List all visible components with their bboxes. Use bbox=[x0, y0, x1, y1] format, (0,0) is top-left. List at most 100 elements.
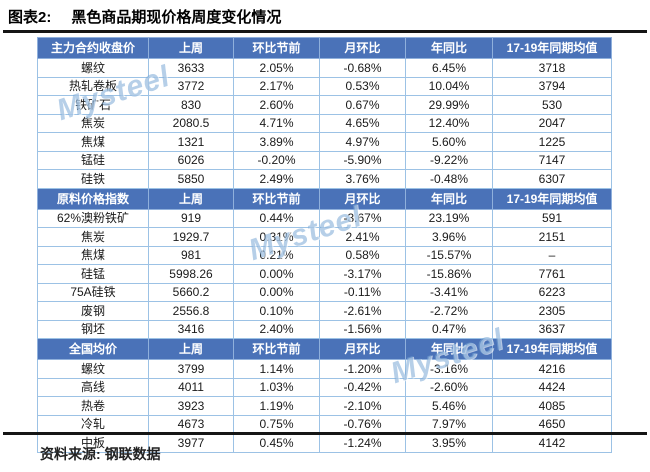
column-header-cell: 月环比 bbox=[319, 338, 406, 360]
row-label: 硅铁 bbox=[37, 169, 149, 189]
mom-cell: -0.68% bbox=[319, 58, 406, 78]
avg-cell: 4085 bbox=[492, 396, 612, 416]
table-row: 高线 4011 1.03% -0.42% -2.60% 4424 bbox=[37, 377, 612, 397]
yoy-cell: -9.22% bbox=[405, 150, 493, 170]
avg-cell: 6223 bbox=[492, 282, 612, 302]
column-header-cell: 上周 bbox=[148, 37, 234, 59]
mom-cell: -3.67% bbox=[319, 208, 406, 228]
last-week-cell: 3416 bbox=[148, 319, 234, 339]
avg-cell: 7147 bbox=[492, 150, 612, 170]
wow-cell: 2.05% bbox=[233, 58, 320, 78]
column-header-cell: 环比节前 bbox=[233, 338, 320, 360]
column-header-cell: 年同比 bbox=[405, 37, 493, 59]
table-row: 焦炭 1929.7 0.31% 2.41% 3.96% 2151 bbox=[37, 227, 612, 247]
wow-cell: 0.21% bbox=[233, 245, 320, 265]
top-rule bbox=[3, 30, 647, 33]
mom-cell: 4.65% bbox=[319, 113, 406, 133]
column-header-cell: 环比节前 bbox=[233, 187, 320, 210]
avg-cell: 3718 bbox=[492, 58, 612, 78]
yoy-cell: 3.96% bbox=[405, 227, 493, 247]
table-row: 热卷 3923 1.19% -2.10% 5.46% 4085 bbox=[37, 396, 612, 416]
column-header-cell: 年同比 bbox=[405, 187, 493, 210]
yoy-cell: 23.19% bbox=[405, 208, 493, 228]
figure-title: 图表2: 黑色商品期现价格周度变化情况 bbox=[8, 6, 281, 27]
avg-cell: 4650 bbox=[492, 414, 612, 434]
mom-cell: 0.67% bbox=[319, 95, 406, 115]
last-week-cell: 2556.8 bbox=[148, 301, 234, 321]
table-row: 热轧卷板 3772 2.17% 0.53% 10.04% 3794 bbox=[37, 76, 612, 96]
table-row: 锰硅 6026 -0.20% -5.90% -9.22% 7147 bbox=[37, 150, 612, 170]
data-source-name: 钢联数据 bbox=[104, 446, 161, 462]
table-row: 焦煤 981 0.21% 0.58% -15.57% – bbox=[37, 245, 612, 265]
section-header-row: 原料价格指数 上周 环比节前 月环比 年同比 17-19年同期均值 bbox=[37, 187, 612, 210]
wow-cell: 0.75% bbox=[233, 414, 320, 434]
last-week-cell: 4673 bbox=[148, 414, 234, 434]
column-header-cell: 上周 bbox=[148, 338, 234, 360]
wow-cell: 3.89% bbox=[233, 132, 320, 152]
wow-cell: 2.40% bbox=[233, 319, 320, 339]
last-week-cell: 3923 bbox=[148, 396, 234, 416]
last-week-cell: 6026 bbox=[148, 150, 234, 170]
yoy-cell: -15.86% bbox=[405, 264, 493, 284]
yoy-cell: -2.72% bbox=[405, 301, 493, 321]
last-week-cell: 1929.7 bbox=[148, 227, 234, 247]
avg-cell: 7761 bbox=[492, 264, 612, 284]
table-row: 铁矿石 830 2.60% 0.67% 29.99% 530 bbox=[37, 95, 612, 115]
price-table-body: 主力合约收盘价 上周 环比节前 月环比 年同比 17-19年同期均值 螺纹 3633 2.05%… bbox=[37, 37, 612, 453]
mom-cell: -3.17% bbox=[319, 264, 406, 284]
table-row: 废钢 2556.8 0.10% -2.61% -2.72% 2305 bbox=[37, 301, 612, 321]
table-row: 焦炭 2080.5 4.71% 4.65% 12.40% 2047 bbox=[37, 113, 612, 133]
last-week-cell: 3633 bbox=[148, 58, 234, 78]
mom-cell: -1.20% bbox=[319, 359, 406, 379]
yoy-cell: 29.99% bbox=[405, 95, 493, 115]
data-source: 资料来源: 钢联数据 bbox=[40, 444, 161, 464]
mom-cell: -5.90% bbox=[319, 150, 406, 170]
yoy-cell: -3.16% bbox=[405, 359, 493, 379]
mom-cell: -2.61% bbox=[319, 301, 406, 321]
section-title-cell: 原料价格指数 bbox=[37, 187, 149, 210]
table-row: 硅铁 5850 2.49% 3.76% -0.48% 6307 bbox=[37, 169, 612, 189]
table-row: 螺纹 3633 2.05% -0.68% 6.45% 3718 bbox=[37, 58, 612, 78]
wow-cell: -0.20% bbox=[233, 150, 320, 170]
last-week-cell: 1321 bbox=[148, 132, 234, 152]
last-week-cell: 3772 bbox=[148, 76, 234, 96]
wow-cell: 1.03% bbox=[233, 377, 320, 397]
avg-cell: 1225 bbox=[492, 132, 612, 152]
avg-cell: 6307 bbox=[492, 169, 612, 189]
row-label: 焦炭 bbox=[37, 113, 149, 133]
mom-cell: 4.97% bbox=[319, 132, 406, 152]
section-title-cell: 全国均价 bbox=[37, 338, 149, 360]
last-week-cell: 2080.5 bbox=[148, 113, 234, 133]
last-week-cell: 5850 bbox=[148, 169, 234, 189]
row-label: 中板 bbox=[37, 433, 149, 453]
last-week-cell: 919 bbox=[148, 208, 234, 228]
avg-cell: 591 bbox=[492, 208, 612, 228]
avg-cell: 4216 bbox=[492, 359, 612, 379]
yoy-cell: -3.41% bbox=[405, 282, 493, 302]
table-row: 中板 3977 0.45% -1.24% 3.95% 4142 bbox=[37, 433, 612, 453]
yoy-cell: 6.45% bbox=[405, 58, 493, 78]
avg-cell: 2305 bbox=[492, 301, 612, 321]
avg-cell: 4424 bbox=[492, 377, 612, 397]
row-label: 焦煤 bbox=[37, 245, 149, 265]
yoy-cell: -2.60% bbox=[405, 377, 493, 397]
row-label: 废钢 bbox=[37, 301, 149, 321]
mom-cell: -0.11% bbox=[319, 282, 406, 302]
section-header-row: 全国均价 上周 环比节前 月环比 年同比 17-19年同期均值 bbox=[37, 338, 612, 360]
table-row: 焦煤 1321 3.89% 4.97% 5.60% 1225 bbox=[37, 132, 612, 152]
last-week-cell: 981 bbox=[148, 245, 234, 265]
column-header-cell: 17-19年同期均值 bbox=[492, 37, 612, 59]
row-label: 钢坯 bbox=[37, 319, 149, 339]
yoy-cell: 0.47% bbox=[405, 319, 493, 339]
table-row: 螺纹 3799 1.14% -1.20% -3.16% 4216 bbox=[37, 359, 612, 379]
row-label: 锰硅 bbox=[37, 150, 149, 170]
avg-cell: 2047 bbox=[492, 113, 612, 133]
table-row: 62%澳粉铁矿 919 0.44% -3.67% 23.19% 591 bbox=[37, 208, 612, 228]
yoy-cell: 3.95% bbox=[405, 433, 493, 453]
row-label: 62%澳粉铁矿 bbox=[37, 208, 149, 228]
yoy-cell: 12.40% bbox=[405, 113, 493, 133]
column-header-cell: 17-19年同期均值 bbox=[492, 187, 612, 210]
column-header-cell: 上周 bbox=[148, 187, 234, 210]
wow-cell: 0.45% bbox=[233, 433, 320, 453]
row-label: 高线 bbox=[37, 377, 149, 397]
